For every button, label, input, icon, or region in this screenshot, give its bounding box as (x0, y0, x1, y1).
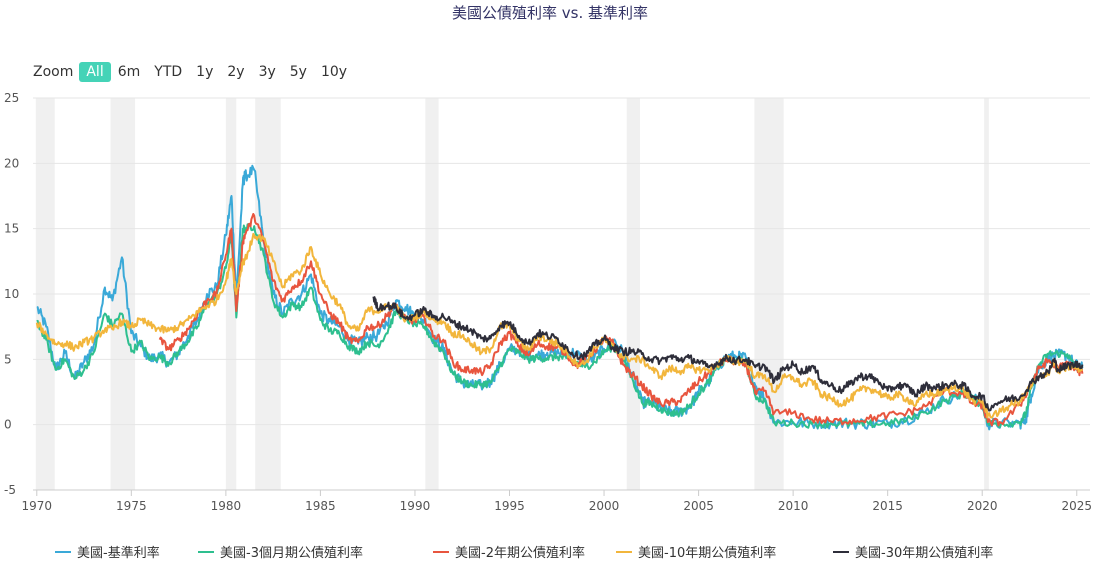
legend-swatch (616, 550, 632, 553)
zoom-button-1y[interactable]: 1y (196, 64, 214, 80)
zoom-bar: Zoom All 6m YTD 1y 2y 3y 5y 10y (33, 60, 354, 84)
x-tick-label: 2020 (967, 499, 998, 513)
zoom-label: Zoom (33, 64, 74, 80)
legend-swatch (198, 550, 214, 553)
legend-label: 美國-2年期公債殖利率 (455, 546, 585, 561)
legend-item-2y-yield[interactable]: 美國-2年期公債殖利率 (433, 542, 585, 561)
x-tick-label: 2025 (1061, 499, 1092, 513)
y-tick-label: -5 (4, 483, 16, 497)
series-line-4 (372, 296, 1084, 412)
zoom-button-3y[interactable]: 3y (258, 64, 276, 80)
chart-title: 美國公債殖利率 vs. 基準利率 (452, 4, 648, 22)
x-tick-label: 1985 (305, 499, 336, 513)
y-tick-label: 0 (4, 418, 12, 432)
y-tick-label: 10 (4, 287, 19, 301)
y-tick-label: 5 (4, 352, 12, 366)
legend-swatch (55, 550, 71, 553)
legend-swatch (433, 550, 449, 553)
legend-item-prime-rate[interactable]: 美國-基準利率 (55, 542, 160, 561)
series-line-2 (158, 213, 1084, 427)
legend-label: 美國-3個月期公債殖利率 (220, 546, 363, 561)
series-line-0 (36, 164, 1084, 431)
zoom-button-all[interactable]: All (79, 62, 111, 82)
x-tick-label: 2015 (872, 499, 903, 513)
zoom-button-5y[interactable]: 5y (289, 64, 307, 80)
zoom-button-2y[interactable]: 2y (227, 64, 245, 80)
legend-label: 美國-基準利率 (77, 546, 160, 561)
x-tick-label: 2000 (589, 499, 620, 513)
x-tick-label: 1995 (494, 499, 525, 513)
zoom-button-6m[interactable]: 6m (117, 64, 141, 80)
x-tick-label: 2005 (683, 499, 714, 513)
x-tick-label: 1980 (211, 499, 242, 513)
x-tick-label: 1990 (400, 499, 431, 513)
series-line-1 (36, 223, 1084, 429)
zoom-button-ytd[interactable]: YTD (154, 64, 183, 80)
x-tick-label: 1970 (22, 499, 53, 513)
y-tick-label: 15 (4, 222, 19, 236)
x-tick-label: 1975 (116, 499, 147, 513)
y-tick-label: 20 (4, 156, 19, 170)
legend-item-30y-yield[interactable]: 美國-30年期公債殖利率 (833, 542, 993, 561)
legend-label: 美國-30年期公債殖利率 (855, 546, 994, 561)
legend-label: 美國-10年期公債殖利率 (638, 546, 777, 561)
chart-legend: 美國-基準利率 美國-3個月期公債殖利率 美國-2年期公債殖利率 美國-10年期… (0, 542, 1100, 562)
legend-item-10y-yield[interactable]: 美國-10年期公債殖利率 (616, 542, 776, 561)
y-tick-label: 25 (4, 91, 19, 105)
zoom-button-10y[interactable]: 10y (320, 64, 348, 80)
legend-swatch (833, 550, 849, 553)
x-tick-label: 2010 (778, 499, 809, 513)
legend-item-3m-yield[interactable]: 美國-3個月期公債殖利率 (198, 542, 363, 561)
series-line-3 (35, 232, 1083, 419)
